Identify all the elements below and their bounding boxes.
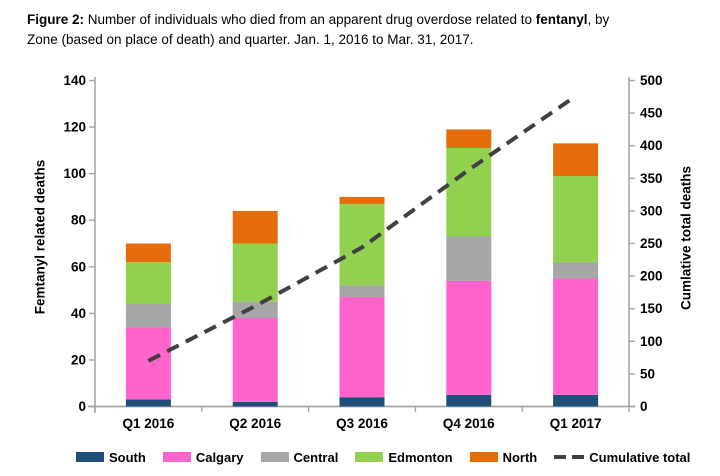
figure-caption: Figure 2: Number of individuals who died… (27, 10, 703, 49)
figure-caption-bold-word: fentanyl (535, 12, 588, 27)
legend-label: Central (293, 449, 339, 465)
bar-segment-calgary-q1-2016 (125, 327, 171, 400)
bar-segment-south-q4-2016 (446, 394, 492, 407)
left-axis-tick-label: 120 (63, 120, 86, 135)
right-axis-tick-label: 250 (640, 236, 663, 251)
left-axis-tick-label: 80 (71, 213, 86, 228)
legend-label: Calgary (195, 449, 244, 465)
bar-segment-south-q1-2016 (125, 399, 171, 407)
legend-item-central: Central (260, 449, 339, 465)
legend-label: South (109, 449, 146, 465)
right-axis-tick-label: 450 (640, 106, 663, 121)
bar-segment-calgary-q2-2016 (232, 318, 278, 402)
right-axis-tick-label: 300 (640, 203, 663, 218)
bar-segment-central-q4-2016 (446, 236, 492, 281)
bar-segment-south-q3-2016 (339, 397, 385, 407)
right-axis-tick-label: 150 (640, 301, 663, 316)
legend-item-edmonton: Edmonton (355, 449, 453, 465)
bar-segment-edmonton-q2-2016 (232, 243, 278, 302)
legend-item-south: South (76, 450, 146, 465)
left-axis-title: Femtanyl related deaths (32, 159, 48, 315)
bar-segment-central-q1-2017 (553, 262, 599, 279)
right-axis-tick-label: 200 (640, 269, 663, 284)
left-axis-tick-label: 100 (63, 166, 86, 181)
x-axis-category-label: Q2 2016 (229, 416, 281, 431)
bar-segment-calgary-q4-2016 (446, 280, 492, 395)
bar-segment-central-q3-2016 (339, 285, 385, 298)
x-axis-category-label: Q1 2017 (550, 416, 602, 431)
bar-segment-edmonton-q4-2016 (446, 148, 492, 237)
legend-swatch-central (260, 452, 289, 462)
legend-swatch-edmonton (355, 452, 384, 462)
right-axis-tick-label: 50 (640, 366, 655, 381)
bar-segment-central-q1-2016 (125, 304, 171, 328)
bar-segment-north-q4-2016 (446, 129, 492, 149)
legend-dashed-line-marker (554, 455, 585, 459)
right-axis-tick-label: 100 (640, 334, 663, 349)
left-axis-tick-label: 140 (63, 73, 86, 88)
right-axis-title: Cumlative total deaths (678, 165, 694, 311)
right-axis-tick-label: 500 (640, 73, 663, 88)
chart-legend: South Calgary Central Edmonton North Cumulati… (76, 447, 690, 467)
legend-label: Cumulative total (589, 449, 691, 465)
bar-segment-edmonton-q3-2016 (339, 203, 385, 286)
legend-item-cumulative-total: Cumulative total (554, 450, 690, 465)
legend-swatch-south (76, 452, 104, 462)
figure-caption-prefix: Figure 2: (27, 12, 85, 27)
x-axis-category-label: Q1 2016 (123, 416, 175, 431)
legend-item-calgary: Calgary (162, 449, 244, 465)
cumulative-total-line (147, 94, 577, 363)
bar-segment-calgary-q3-2016 (339, 297, 385, 398)
bar-segment-south-q1-2017 (553, 394, 599, 407)
bar-segment-south-q2-2016 (232, 401, 278, 407)
bar-segment-calgary-q1-2017 (553, 278, 599, 395)
left-axis-tick-label: 20 (71, 352, 86, 367)
bar-segment-edmonton-q1-2016 (125, 262, 171, 305)
legend-label: North (502, 449, 538, 465)
dash-icon (572, 455, 585, 459)
bar-segment-north-q2-2016 (232, 210, 278, 244)
x-axis-category-label: Q3 2016 (336, 416, 388, 431)
dash-icon (554, 455, 567, 459)
figure-caption-text: Number of individuals who died from an a… (84, 12, 536, 27)
legend-item-north: North (469, 449, 538, 465)
bar-segment-north-q1-2016 (125, 243, 171, 263)
bar-segment-north-q1-2017 (553, 143, 599, 176)
figure-caption-line2: Zone (based on place of death) and quart… (27, 31, 474, 47)
right-axis-tick-label: 350 (640, 171, 663, 186)
left-axis-tick-label: 0 (78, 399, 86, 414)
legend-swatch-north (469, 452, 498, 462)
x-axis-category-label: Q4 2016 (443, 416, 495, 431)
legend-label: Edmonton (388, 449, 453, 465)
bar-segment-central-q2-2016 (232, 301, 278, 319)
right-axis-tick-label: 0 (640, 399, 648, 414)
bar-segment-edmonton-q1-2017 (553, 175, 599, 263)
figure-caption-line1-end: , by (587, 12, 610, 27)
left-axis-tick-label: 40 (71, 306, 86, 321)
left-axis-tick-label: 60 (71, 259, 86, 274)
right-axis-tick-label: 400 (640, 138, 663, 153)
bar-segment-north-q3-2016 (339, 196, 385, 204)
legend-swatch-calgary (162, 452, 191, 462)
